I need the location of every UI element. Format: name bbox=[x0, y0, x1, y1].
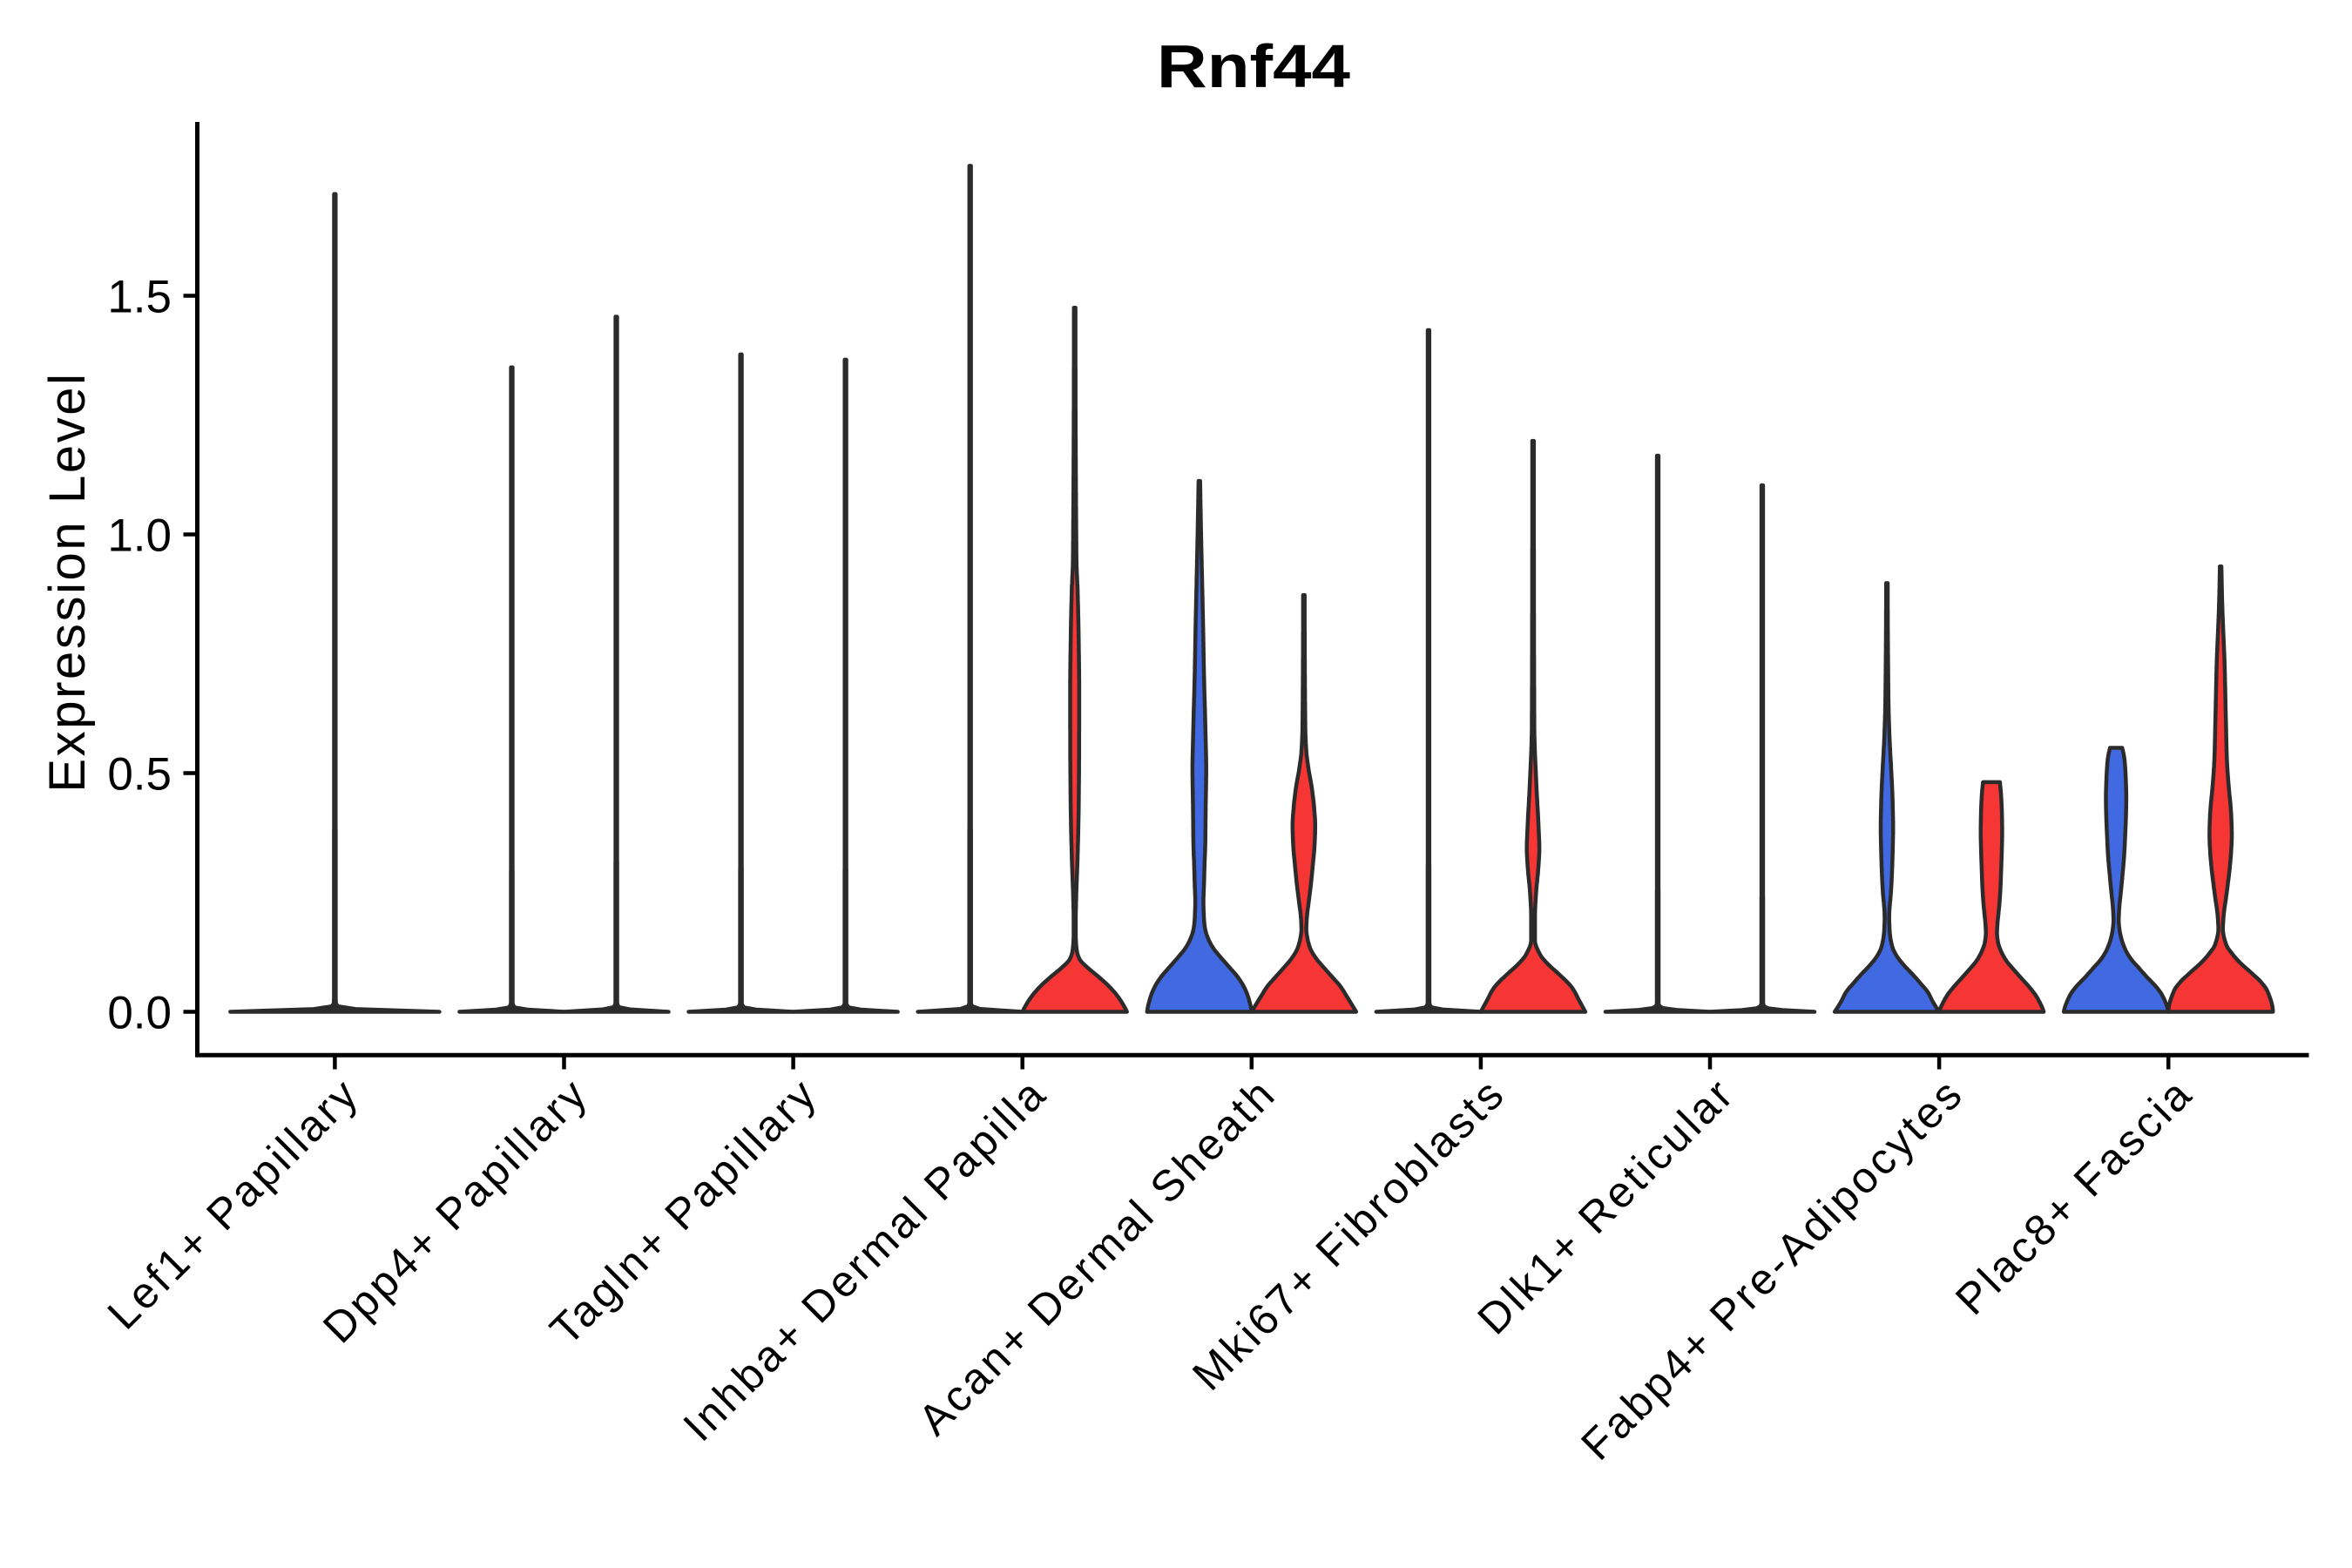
svg-text:0.5: 0.5 bbox=[107, 749, 172, 801]
svg-text:1.0: 1.0 bbox=[107, 510, 172, 562]
svg-text:0.0: 0.0 bbox=[107, 988, 172, 1039]
svg-text:Expression Level: Expression Level bbox=[39, 371, 96, 792]
svg-text:1.5: 1.5 bbox=[107, 272, 172, 323]
svg-text:Rnf44: Rnf44 bbox=[1157, 32, 1350, 100]
